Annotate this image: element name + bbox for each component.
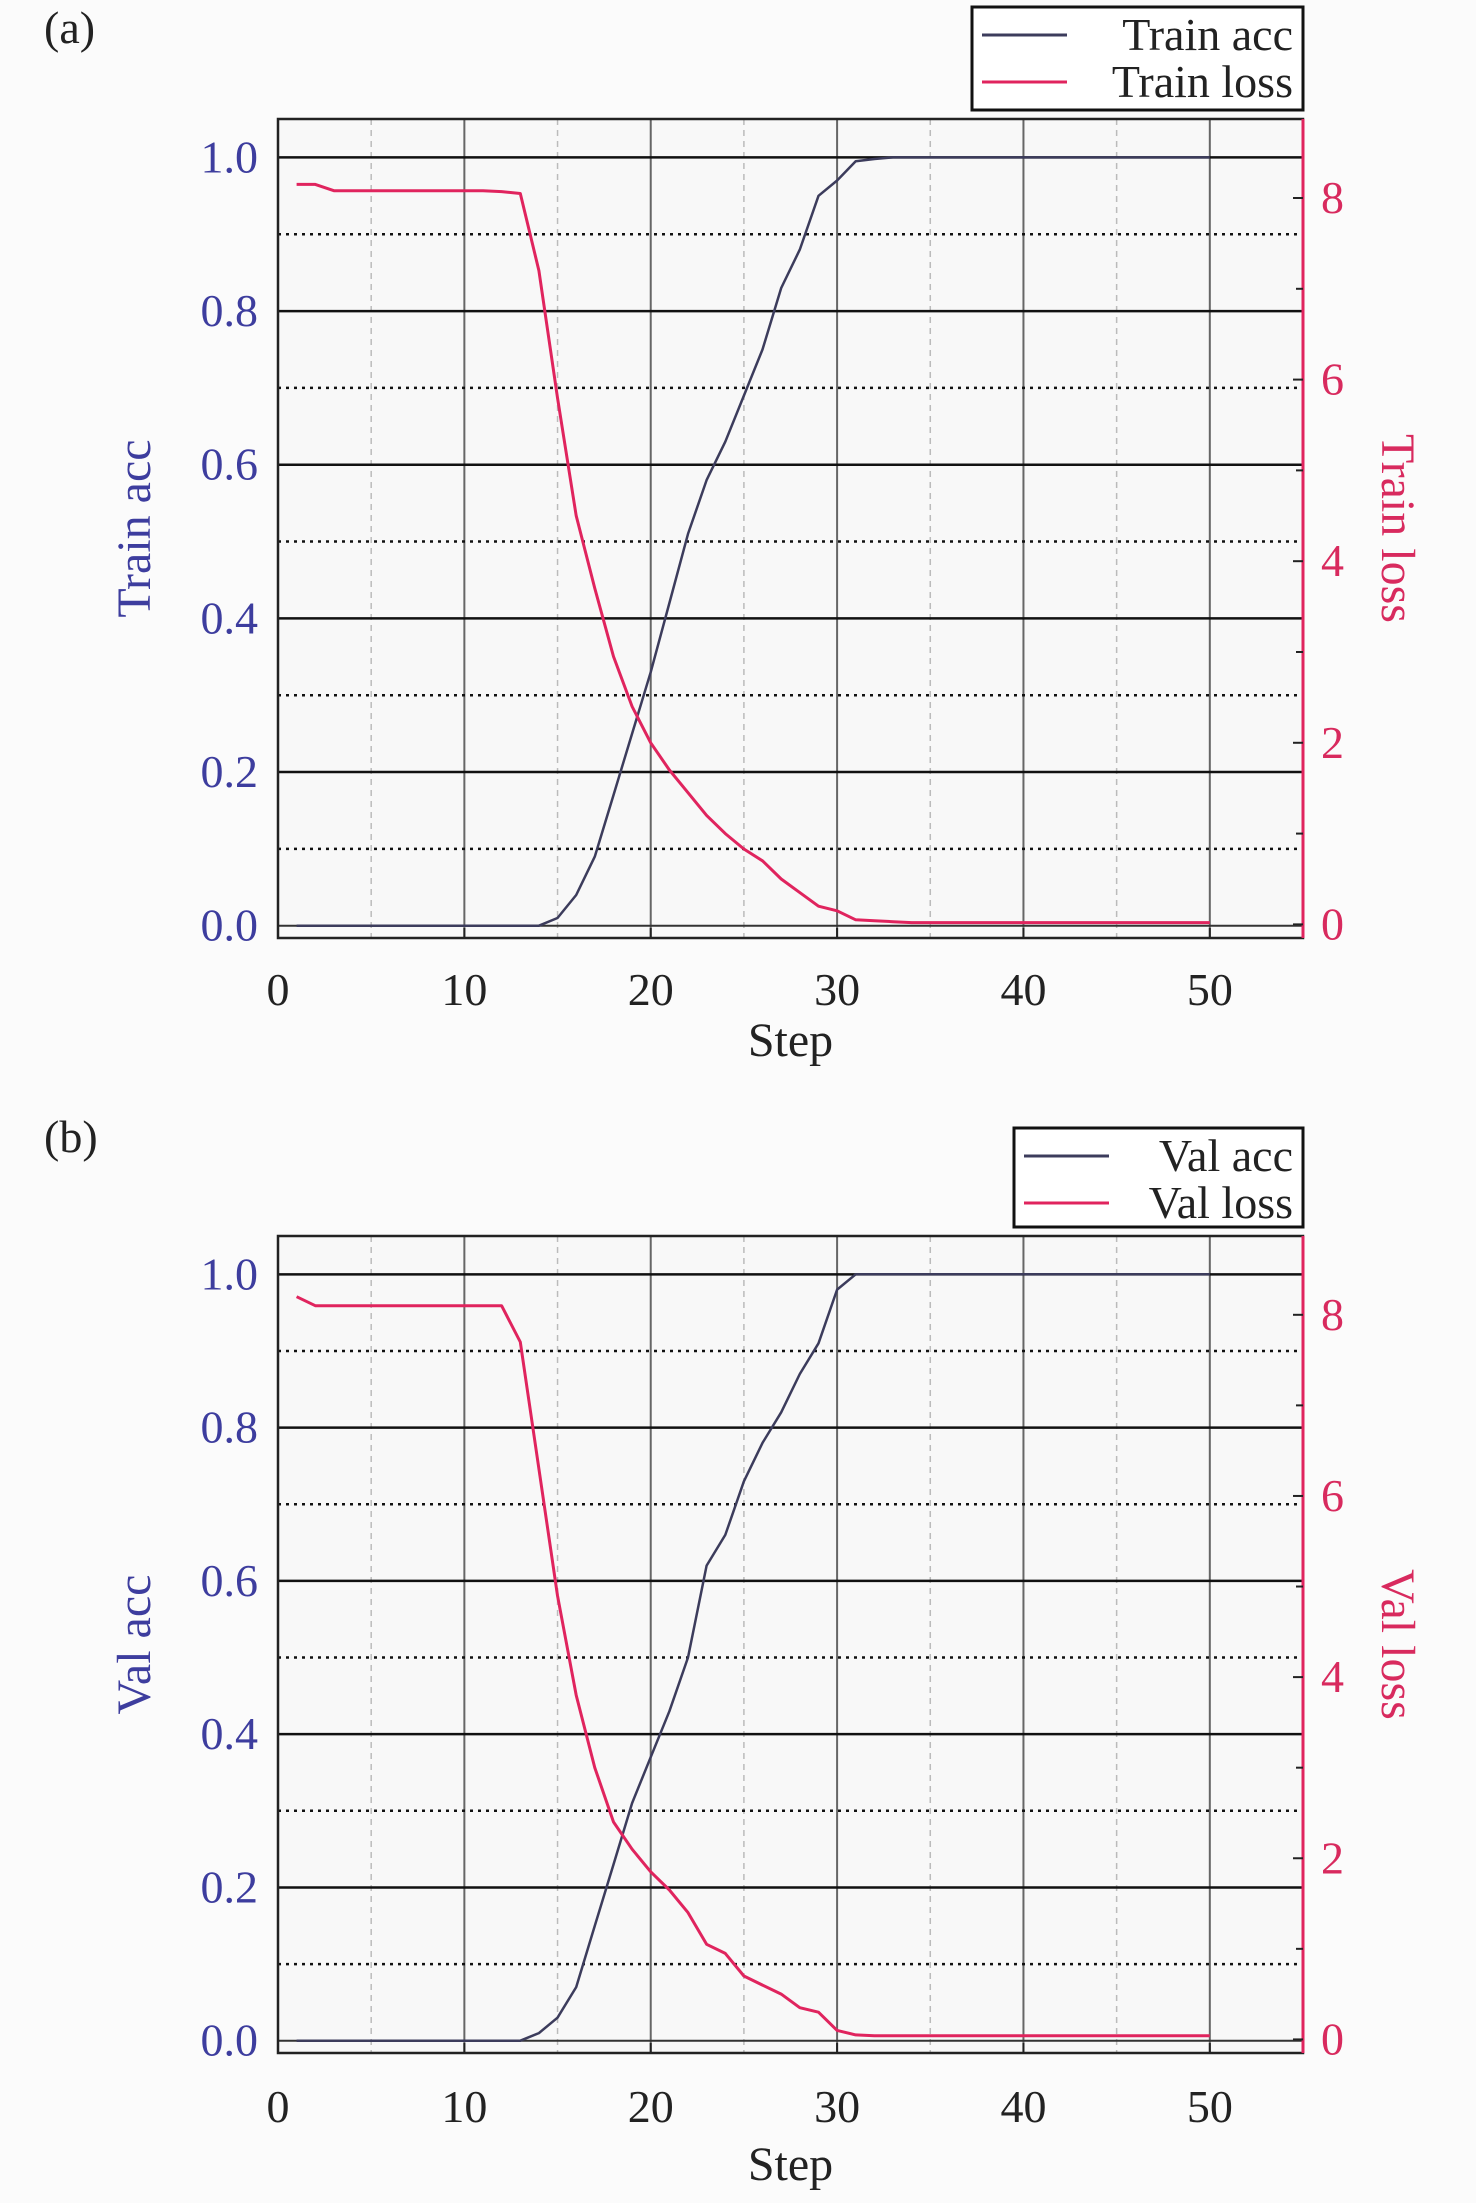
y2-tick-label: 2 (1321, 1832, 1344, 1883)
x-tick-label: 40 (1000, 964, 1046, 1015)
y-tick-label: 0.8 (201, 285, 259, 336)
panel-a: 0 10 20 30 40 50 0.0 0.2 0.4 0.6 0.8 1.0 0 2 4 6 8 Train … (44, 2, 1424, 1067)
plot-area (278, 1236, 1303, 2053)
plot-area (278, 119, 1303, 938)
legend-label: Val loss (1149, 1177, 1293, 1228)
x-tick-label: 10 (441, 964, 487, 1015)
x-tick-label: 50 (1187, 2081, 1233, 2132)
y2-tick-label: 6 (1321, 1470, 1344, 1521)
y-tick-label: 0.6 (201, 439, 259, 490)
y-tick-label: 0.4 (201, 592, 259, 643)
x-tick-label: 50 (1187, 964, 1233, 1015)
legend-label: Train acc (1122, 9, 1293, 60)
panel-label: (b) (44, 1111, 98, 1162)
y-tick-label: 0.8 (201, 1402, 259, 1453)
y2-axis-label: Val loss (1371, 1569, 1424, 1720)
y-axis-label: Val acc (108, 1575, 161, 1715)
x-tick-label: 0 (267, 964, 290, 1015)
legend-box (1012, 1126, 1305, 1229)
x-tick-label: 0 (267, 2081, 290, 2132)
x-tick-label: 10 (441, 2081, 487, 2132)
x-tick-label: 30 (814, 964, 860, 1015)
legend-label: Train loss (1112, 56, 1293, 107)
y2-tick-label: 6 (1321, 354, 1344, 405)
x-tick-label: 40 (1000, 2081, 1046, 2132)
y2-tick-label: 0 (1321, 898, 1344, 949)
y2-tick-label: 4 (1321, 535, 1344, 586)
y-tick-label: 0.0 (201, 900, 259, 951)
y-tick-label: 0.2 (201, 1861, 259, 1912)
x-tick-label: 20 (628, 964, 674, 1015)
y2-axis-label: Train loss (1371, 434, 1424, 623)
x-axis-label: Step (748, 2138, 833, 2191)
x-tick-label: 20 (628, 2081, 674, 2132)
legend-box (970, 5, 1305, 112)
y-tick-label: 0.6 (201, 1555, 259, 1606)
panel-b: 0 10 20 30 40 50 0.0 0.2 0.4 0.6 0.8 1.0 0 2 4 6 8 Val ac… (44, 1111, 1424, 2191)
x-tick-label: 30 (814, 2081, 860, 2132)
legend-label: Val acc (1159, 1130, 1293, 1181)
y2-tick-label: 8 (1321, 172, 1344, 223)
panel-label: (a) (44, 2, 95, 53)
y-tick-label: 0.0 (201, 2015, 259, 2066)
y2-tick-label: 2 (1321, 717, 1344, 768)
series-line-train-loss (296, 182, 1210, 925)
series-line-train-acc (296, 156, 1210, 927)
series-line-val-loss (295, 1295, 1210, 2038)
y-tick-label: 1.0 (201, 1248, 259, 1299)
y-tick-label: 0.4 (201, 1708, 259, 1759)
y-tick-label: 0.2 (201, 746, 259, 797)
series-line-val-acc (296, 1273, 1210, 2042)
y2-tick-label: 0 (1321, 2013, 1344, 2064)
x-axis-label: Step (748, 1014, 833, 1067)
y-tick-label: 1.0 (201, 131, 259, 182)
y-axis-label: Train acc (108, 439, 161, 617)
y2-tick-label: 8 (1321, 1289, 1344, 1340)
y2-tick-label: 4 (1321, 1651, 1344, 1702)
